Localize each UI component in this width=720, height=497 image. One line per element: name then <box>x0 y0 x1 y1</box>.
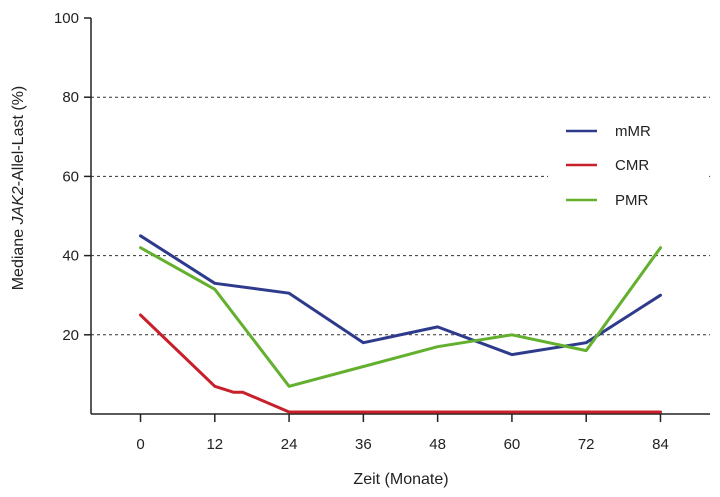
x-tick-label-24: 24 <box>281 436 298 453</box>
y-tick-label-100: 100 <box>54 10 79 27</box>
series-line-mmr <box>139 234 662 357</box>
y-axis-title-part-3: -Allel-Last (%) <box>10 86 27 186</box>
y-axis-title-part-1: Mediane <box>10 224 27 290</box>
series-lines <box>139 234 662 414</box>
x-tick-label-48: 48 <box>429 436 446 453</box>
x-tick-label-0: 0 <box>136 436 144 453</box>
legend-label-cmr: CMR <box>615 157 649 174</box>
y-axis-title-part-2: JAK2 <box>10 186 27 225</box>
series-line-pmr <box>139 246 662 388</box>
series-line-cmr <box>139 313 662 414</box>
x-tick-label-84: 84 <box>652 436 669 453</box>
legend: mMR CMR PMR <box>548 110 708 222</box>
axes <box>90 18 710 415</box>
y-tick-label-80: 80 <box>62 89 79 106</box>
y-axis-title: Mediane JAK2-Allel-Last (%) <box>10 86 27 291</box>
x-tick-label-60: 60 <box>504 436 521 453</box>
x-tick-label-72: 72 <box>578 436 595 453</box>
y-tick-label-60: 60 <box>62 168 79 185</box>
x-axis-title: Zeit (Monate) <box>353 471 448 488</box>
x-axis-ticks: 0 12 24 36 48 60 72 84 <box>136 414 669 453</box>
x-tick-label-12: 12 <box>206 436 223 453</box>
legend-label-pmr: PMR <box>615 192 649 209</box>
y-tick-label-40: 40 <box>62 248 79 265</box>
grid-lines <box>91 96 710 336</box>
y-axis-ticks: 20 40 60 80 100 <box>54 10 91 344</box>
legend-label-mmr: mMR <box>615 123 651 140</box>
x-tick-label-36: 36 <box>355 436 372 453</box>
y-tick-label-20: 20 <box>62 327 79 344</box>
